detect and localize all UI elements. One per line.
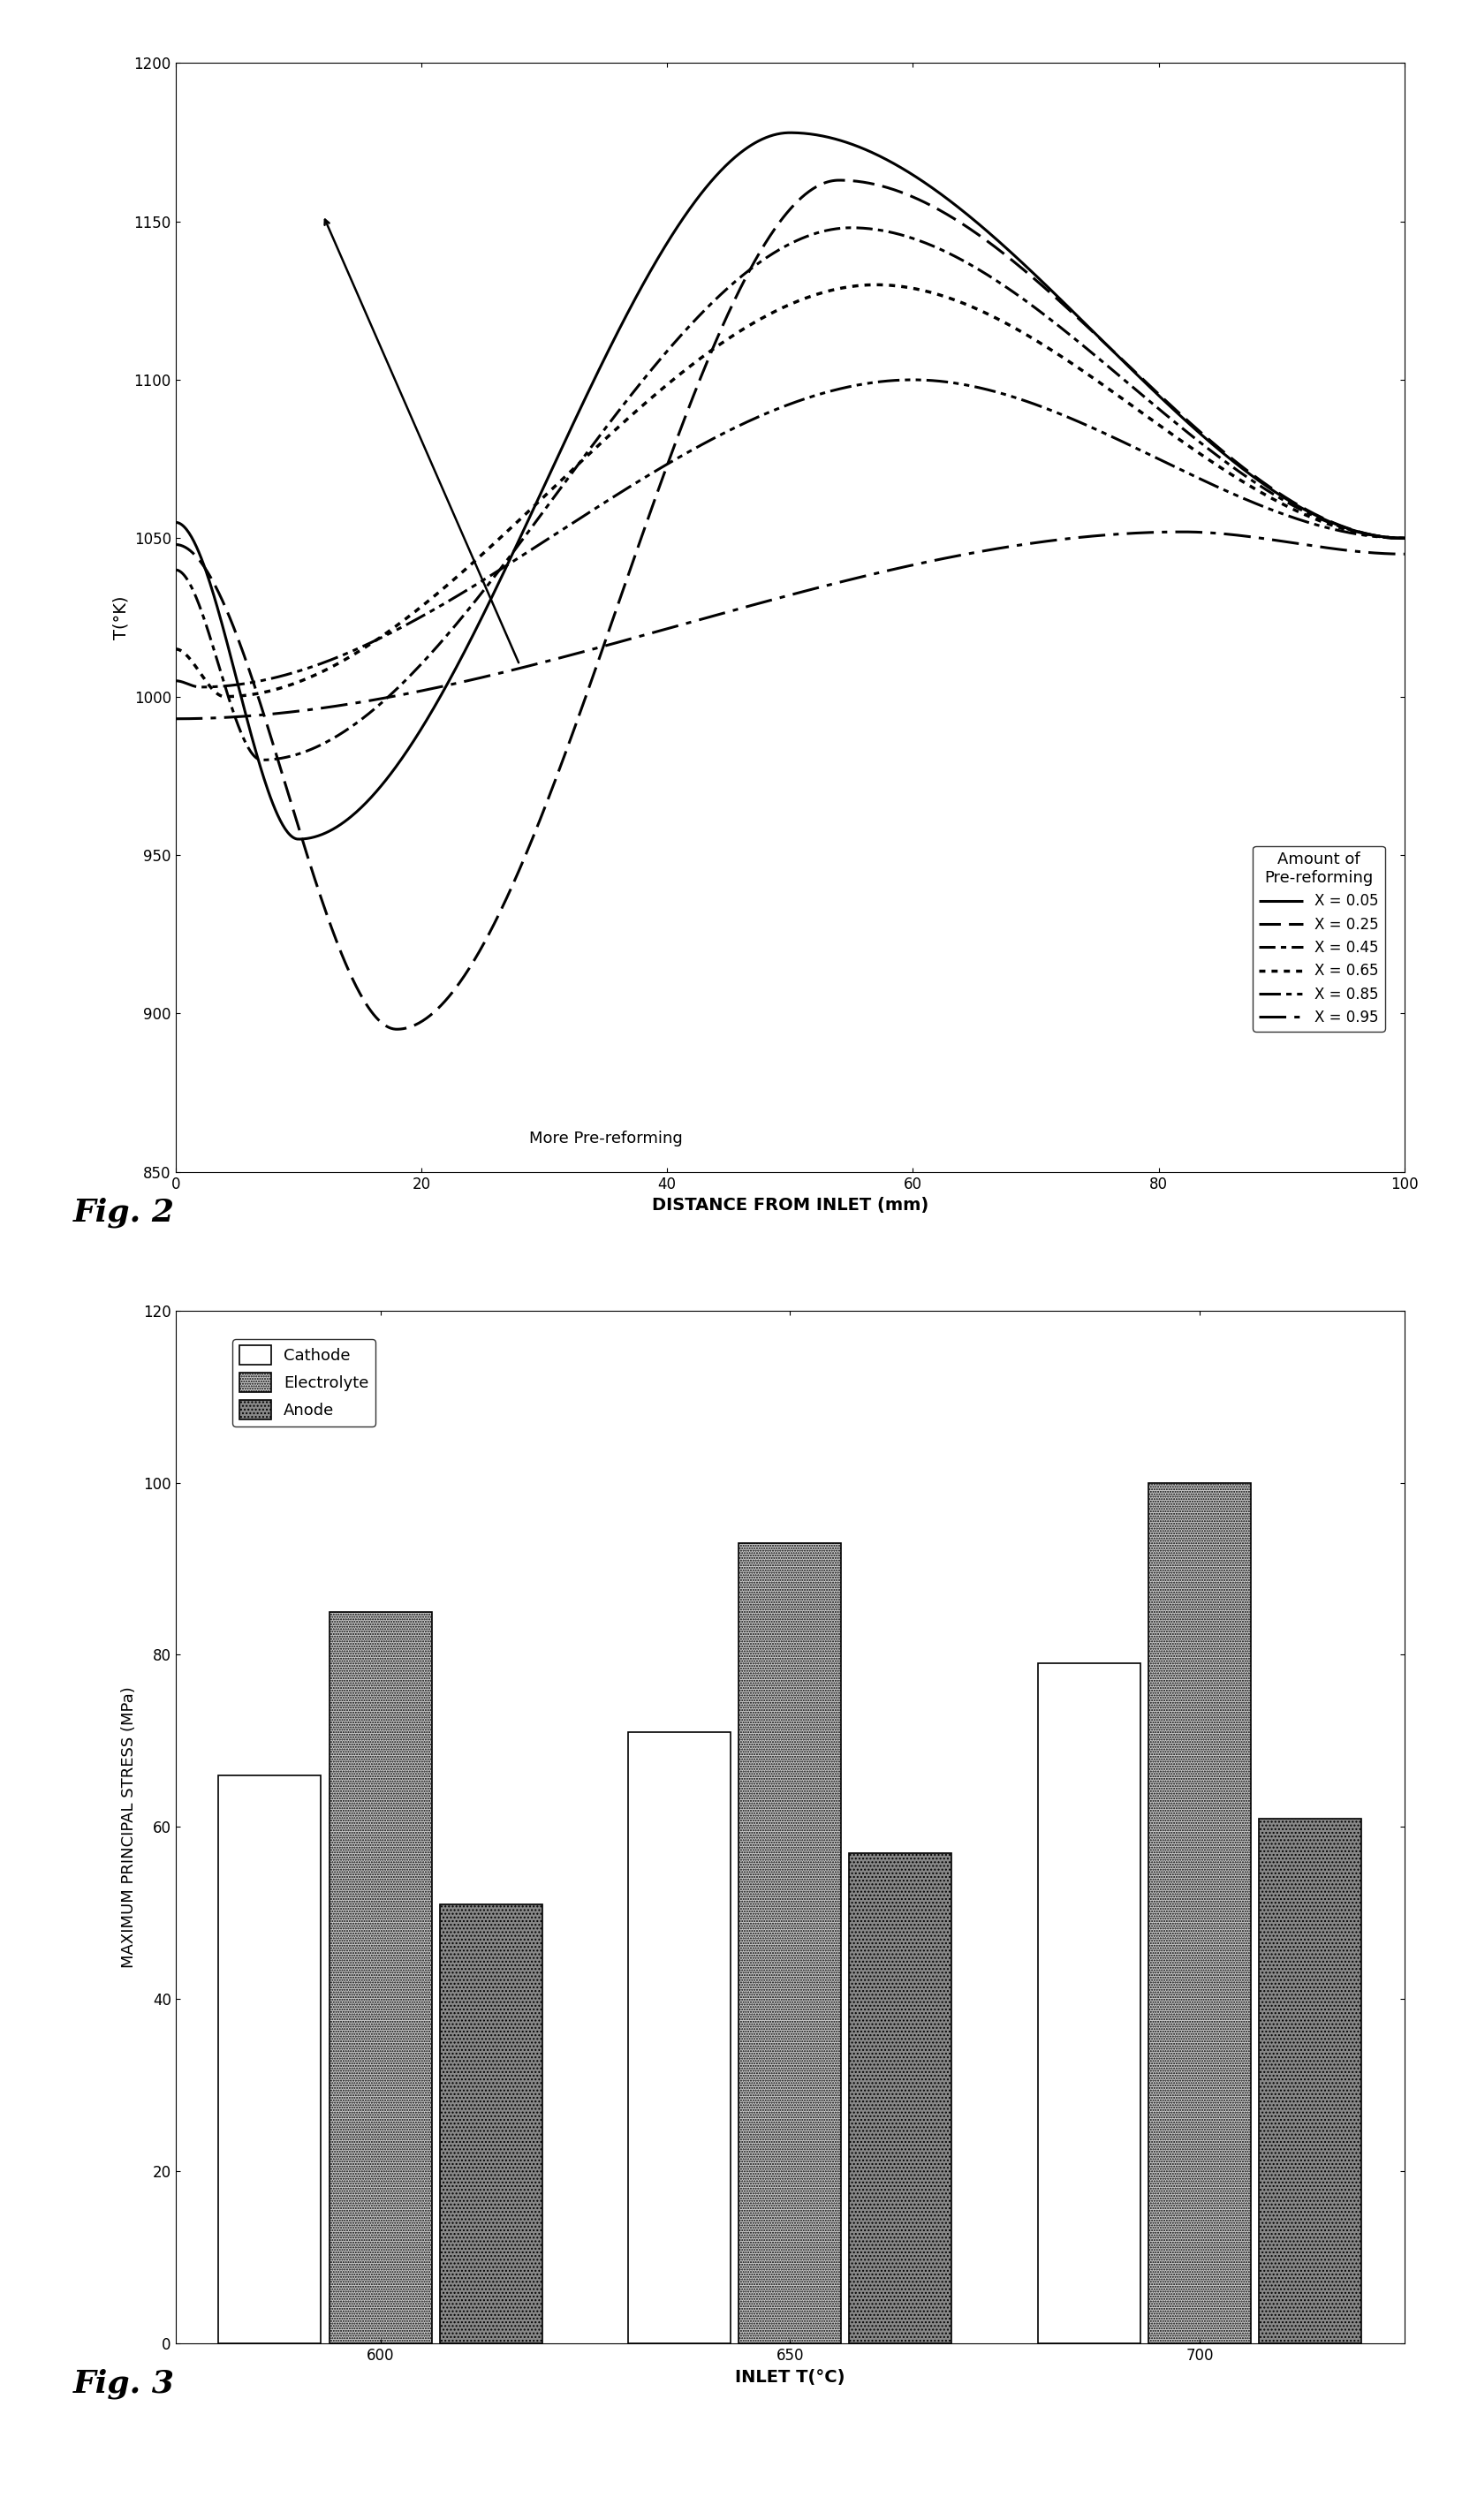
Line: X = 0.95: X = 0.95 bbox=[175, 532, 1404, 718]
X = 0.85 bbox=[904, 365, 921, 396]
X = 0.95 bbox=[708, 600, 725, 630]
X = 0.05 bbox=[709, 159, 727, 189]
X = 0.45 bbox=[253, 746, 270, 776]
Bar bbox=[849, 1852, 952, 2344]
X = 0.25 bbox=[709, 320, 727, 350]
X = 0.65 bbox=[866, 270, 883, 300]
X = 0.45 bbox=[167, 554, 184, 585]
Legend: X = 0.05, X = 0.25, X = 0.45, X = 0.65, X = 0.85, X = 0.95: X = 0.05, X = 0.25, X = 0.45, X = 0.65, … bbox=[1251, 847, 1385, 1031]
X = 0.05 bbox=[1012, 247, 1029, 277]
X = 0.85 bbox=[192, 673, 209, 703]
X = 0.85 bbox=[1149, 444, 1167, 474]
X = 0.05 bbox=[289, 824, 307, 854]
X = 0.65 bbox=[665, 363, 683, 393]
X = 0.45 bbox=[294, 738, 311, 769]
Legend: Cathode, Electrolyte, Anode: Cathode, Electrolyte, Anode bbox=[232, 1338, 376, 1426]
X = 0.05 bbox=[294, 824, 311, 854]
X = 0.45 bbox=[1149, 393, 1167, 423]
X = 0.25 bbox=[1012, 252, 1029, 282]
X = 0.85 bbox=[167, 665, 184, 696]
X = 0.85 bbox=[1012, 386, 1029, 416]
X = 0.45 bbox=[842, 212, 860, 242]
Line: X = 0.25: X = 0.25 bbox=[175, 181, 1404, 1028]
X = 0.95 bbox=[1146, 517, 1164, 547]
Bar bbox=[1259, 1819, 1361, 2344]
X = 0.65 bbox=[1127, 393, 1145, 423]
Bar bbox=[329, 1613, 431, 2344]
Bar bbox=[440, 1905, 542, 2344]
X = 0.25 bbox=[292, 822, 310, 852]
X = 0.45 bbox=[709, 282, 727, 312]
X = 0.45 bbox=[1012, 282, 1029, 312]
X = 0.65 bbox=[294, 665, 311, 696]
X = 0.85 bbox=[665, 446, 683, 476]
Line: X = 0.85: X = 0.85 bbox=[175, 381, 1404, 688]
Bar bbox=[1148, 1482, 1250, 2344]
X = 0.25 bbox=[1149, 378, 1167, 408]
Line: X = 0.65: X = 0.65 bbox=[175, 285, 1404, 696]
X = 0.45 bbox=[1395, 524, 1412, 554]
X = 0.95 bbox=[1395, 539, 1412, 570]
Line: X = 0.05: X = 0.05 bbox=[175, 134, 1404, 839]
X = 0.65 bbox=[167, 635, 184, 665]
Bar bbox=[218, 1774, 320, 2344]
Line: X = 0.45: X = 0.45 bbox=[175, 227, 1404, 761]
X = 0.95 bbox=[292, 696, 310, 726]
X = 0.85 bbox=[709, 421, 727, 451]
X = 0.85 bbox=[294, 655, 311, 685]
X = 0.25 bbox=[665, 433, 683, 464]
X = 0.45 bbox=[1127, 375, 1145, 406]
X = 0.25 bbox=[830, 166, 848, 197]
X = 0.05 bbox=[665, 217, 683, 247]
Bar bbox=[1037, 1663, 1139, 2344]
Bar bbox=[627, 1731, 730, 2344]
X = 0.65 bbox=[709, 330, 727, 360]
X = 0.95 bbox=[1124, 519, 1142, 549]
X = 0.65 bbox=[1149, 408, 1167, 438]
Bar bbox=[738, 1542, 841, 2344]
Y-axis label: MAXIMUM PRINCIPAL STRESS (MPa): MAXIMUM PRINCIPAL STRESS (MPa) bbox=[121, 1686, 137, 1968]
X = 0.95 bbox=[664, 612, 681, 643]
X = 0.95 bbox=[1174, 517, 1192, 547]
X = 0.05 bbox=[1127, 358, 1145, 388]
X = 0.45 bbox=[665, 328, 683, 358]
X = 0.25 bbox=[1395, 524, 1412, 554]
X = 0.25 bbox=[167, 529, 184, 559]
X = 0.95 bbox=[1010, 529, 1028, 559]
Text: Fig. 2: Fig. 2 bbox=[73, 1197, 174, 1227]
X = 0.95 bbox=[167, 703, 184, 733]
Y-axis label: T(°K): T(°K) bbox=[113, 595, 129, 640]
X = 0.25 bbox=[1127, 358, 1145, 388]
X = 0.65 bbox=[1012, 318, 1029, 348]
X-axis label: INLET T(°C): INLET T(°C) bbox=[734, 2369, 845, 2386]
X = 0.05 bbox=[781, 118, 798, 149]
X = 0.65 bbox=[1395, 524, 1412, 554]
Text: More Pre-reforming: More Pre-reforming bbox=[529, 1131, 681, 1147]
X = 0.85 bbox=[1127, 433, 1145, 464]
X = 0.65 bbox=[216, 680, 234, 711]
X = 0.05 bbox=[1395, 524, 1412, 554]
X-axis label: DISTANCE FROM INLET (mm): DISTANCE FROM INLET (mm) bbox=[651, 1197, 928, 1215]
X = 0.25 bbox=[387, 1013, 405, 1043]
Text: Fig. 3: Fig. 3 bbox=[73, 2369, 174, 2399]
X = 0.05 bbox=[167, 507, 184, 537]
X = 0.05 bbox=[1149, 381, 1167, 411]
X = 0.85 bbox=[1395, 524, 1412, 554]
